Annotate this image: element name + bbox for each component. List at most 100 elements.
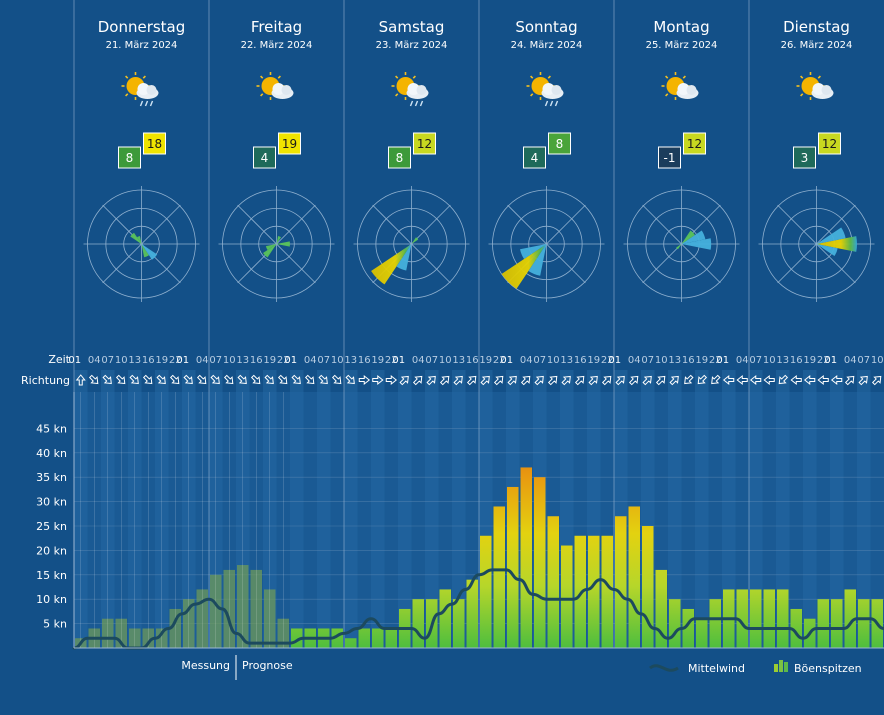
direction-arrow: [480, 375, 490, 386]
direction-arrow: [601, 375, 612, 386]
gust-bar: [655, 569, 667, 648]
hour-label: 13: [452, 355, 465, 366]
direction-arrow: [75, 374, 86, 386]
hour-label: 10: [223, 355, 236, 366]
gust-bar: [520, 467, 532, 648]
gust-bar: [196, 589, 208, 648]
hour-label: 07: [425, 355, 438, 366]
direction-arrow: [196, 374, 207, 385]
direction-arrow: [722, 374, 735, 386]
direction-arrow: [466, 375, 477, 386]
gust-bar: [291, 628, 303, 648]
hour-label: 13: [668, 355, 681, 366]
gust-bar: [790, 608, 802, 648]
mean-wind-line: [72, 568, 884, 650]
gust-bar: [763, 589, 775, 648]
time-band: [290, 370, 304, 648]
hour-label: 07: [209, 355, 222, 366]
direction-arrow: [169, 374, 180, 385]
gust-bar: [372, 628, 384, 648]
hour-label: 13: [560, 355, 573, 366]
hour-label: 07: [101, 355, 114, 366]
direction-arrow: [574, 375, 585, 386]
gust-bar: [345, 638, 357, 648]
direction-arrow: [358, 374, 371, 386]
rose-sector: [816, 244, 838, 257]
direction-arrow: [385, 374, 398, 386]
direction-arrow: [88, 374, 99, 385]
legend-mean-label: Mittelwind: [688, 662, 745, 675]
direction-arrow: [844, 375, 855, 386]
rose-sector: [501, 244, 547, 289]
direction-arrow: [763, 374, 775, 386]
direction-arrow: [399, 375, 409, 386]
temp-max-box: [143, 132, 166, 155]
day-date: 25. März 2024: [646, 40, 718, 51]
zeit-label: Zeit: [48, 353, 70, 366]
gust-bar: [331, 628, 343, 648]
hour-label: 10: [655, 355, 668, 366]
hour-label: 10: [547, 355, 560, 366]
hour-label: 10: [871, 355, 884, 366]
hour-label: 07: [317, 355, 330, 366]
legend-gust-swatch: [774, 660, 788, 672]
rose-sector: [681, 230, 706, 244]
gust-bar: [412, 599, 424, 648]
hour-label: 16: [142, 355, 155, 366]
direction-arrow: [237, 374, 247, 385]
direction-arrow: [142, 374, 153, 385]
direction-arrow: [439, 375, 450, 386]
time-band: [155, 370, 169, 648]
day-name: Donnerstag: [98, 18, 186, 36]
rose-sector: [276, 236, 282, 244]
direction-arrow: [210, 374, 220, 385]
gust-bar: [844, 589, 856, 648]
direction-arrow: [115, 374, 126, 385]
hour-label: 10: [439, 355, 452, 366]
time-band: [425, 370, 439, 648]
sun-cloud-rain-icon: [121, 72, 159, 107]
hour-label: 01: [176, 355, 189, 366]
y-tick-label: 25 kn: [36, 520, 67, 533]
direction-arrow: [803, 374, 816, 386]
hour-label: 22: [709, 355, 722, 366]
hour-label: 22: [385, 355, 398, 366]
direction-arrow: [277, 374, 288, 385]
day-date: 26. März 2024: [781, 40, 853, 51]
gust-bar: [439, 589, 451, 648]
rose-sector: [136, 236, 142, 244]
y-tick-label: 5 kn: [43, 618, 67, 631]
rose-sector: [371, 244, 412, 285]
direction-arrow: [778, 374, 789, 385]
direction-arrow: [102, 374, 112, 385]
temp-max: 12: [417, 137, 432, 151]
direction-arrow: [304, 374, 315, 385]
direction-arrow: [736, 374, 748, 386]
direction-arrow: [534, 375, 544, 386]
direction-arrow: [547, 375, 558, 386]
direction-arrow: [223, 374, 234, 385]
direction-arrow: [183, 374, 193, 385]
direction-arrow: [817, 374, 829, 386]
direction-arrow: [250, 374, 261, 385]
rose-sector: [520, 244, 547, 260]
gust-bar: [142, 628, 154, 648]
time-band: [182, 370, 196, 648]
gust-bar: [264, 589, 276, 648]
temp-min: -1: [664, 151, 676, 165]
hour-label: 01: [284, 355, 297, 366]
hour-label: 01: [608, 355, 621, 366]
rose-sector: [676, 244, 682, 250]
time-band: [695, 370, 709, 648]
day-date: 22. März 2024: [241, 40, 313, 51]
gust-bar: [709, 599, 721, 648]
prognose-label: Prognose: [242, 659, 293, 672]
wind-rose: [218, 186, 335, 302]
hour-label: 19: [803, 355, 816, 366]
day-date: 21. März 2024: [106, 40, 178, 51]
hour-label: 10: [115, 355, 128, 366]
direction-arrow: [858, 375, 868, 386]
time-band: [398, 370, 412, 648]
time-band: [263, 370, 277, 648]
